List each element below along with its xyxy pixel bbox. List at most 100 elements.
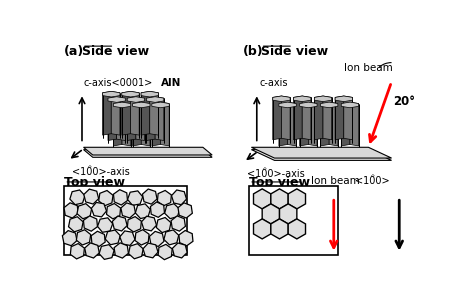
Polygon shape (341, 102, 350, 146)
Polygon shape (99, 190, 113, 206)
Polygon shape (122, 91, 139, 97)
Polygon shape (271, 219, 288, 239)
Text: 20°: 20° (393, 94, 415, 108)
Polygon shape (273, 96, 290, 102)
Polygon shape (91, 231, 105, 247)
Polygon shape (288, 189, 306, 209)
Text: <10̐0>-axis: <10̐0>-axis (247, 169, 304, 179)
Polygon shape (335, 96, 344, 140)
Text: c-axis: c-axis (259, 78, 288, 88)
Polygon shape (300, 102, 309, 146)
Polygon shape (149, 231, 164, 247)
Polygon shape (279, 102, 296, 108)
Polygon shape (164, 230, 179, 245)
Polygon shape (161, 102, 169, 146)
Polygon shape (111, 91, 120, 135)
Polygon shape (302, 96, 311, 140)
Polygon shape (314, 96, 323, 140)
Polygon shape (83, 150, 212, 157)
Polygon shape (64, 203, 78, 218)
Polygon shape (335, 96, 353, 102)
Polygon shape (108, 97, 117, 140)
Polygon shape (152, 102, 169, 108)
Polygon shape (341, 102, 359, 108)
Polygon shape (98, 218, 113, 232)
Polygon shape (135, 204, 150, 219)
Polygon shape (128, 191, 143, 205)
Polygon shape (300, 102, 317, 108)
Polygon shape (288, 219, 306, 239)
Polygon shape (105, 230, 120, 245)
Text: Ion beam: Ion beam (310, 176, 359, 186)
Polygon shape (279, 102, 288, 146)
Polygon shape (102, 91, 111, 135)
Polygon shape (122, 91, 130, 135)
Polygon shape (70, 244, 84, 259)
Polygon shape (178, 203, 192, 218)
Polygon shape (262, 204, 280, 224)
Polygon shape (273, 96, 282, 140)
Polygon shape (320, 102, 338, 108)
Polygon shape (128, 244, 143, 259)
Polygon shape (130, 91, 139, 135)
Polygon shape (83, 216, 98, 231)
Text: <10̐0>: <10̐0> (355, 176, 389, 186)
Polygon shape (76, 230, 91, 245)
Polygon shape (251, 150, 392, 160)
Polygon shape (155, 97, 164, 140)
Polygon shape (128, 217, 141, 232)
Polygon shape (179, 230, 193, 246)
Polygon shape (121, 203, 136, 218)
Polygon shape (173, 243, 187, 258)
Polygon shape (127, 97, 145, 102)
Polygon shape (344, 96, 353, 140)
Polygon shape (136, 97, 145, 140)
Polygon shape (280, 204, 297, 224)
Text: <10̐0>-axis: <10̐0>-axis (72, 167, 130, 176)
Text: (a): (a) (64, 45, 84, 58)
Text: Side view: Side view (261, 45, 328, 58)
Text: (b): (b) (243, 45, 264, 58)
Bar (64, 186, 188, 255)
Polygon shape (69, 217, 83, 232)
Polygon shape (271, 189, 288, 209)
Text: Side view: Side view (82, 45, 149, 58)
Polygon shape (164, 204, 180, 219)
Polygon shape (150, 91, 158, 135)
Polygon shape (146, 97, 155, 140)
Polygon shape (288, 102, 296, 146)
Polygon shape (114, 243, 128, 258)
Polygon shape (141, 216, 156, 231)
Polygon shape (113, 102, 122, 146)
Polygon shape (122, 102, 131, 146)
Polygon shape (152, 102, 161, 146)
Polygon shape (146, 97, 164, 102)
Polygon shape (113, 102, 131, 108)
Polygon shape (112, 216, 127, 231)
Polygon shape (251, 147, 392, 158)
Polygon shape (91, 203, 107, 217)
Polygon shape (254, 219, 271, 239)
Text: Top view: Top view (64, 176, 125, 189)
Polygon shape (254, 189, 271, 209)
Polygon shape (141, 91, 158, 97)
Polygon shape (156, 217, 171, 233)
Polygon shape (141, 91, 150, 135)
Polygon shape (329, 102, 338, 146)
Polygon shape (107, 203, 120, 219)
Polygon shape (108, 97, 125, 102)
Polygon shape (70, 190, 85, 205)
Text: Top view: Top view (249, 176, 310, 189)
Polygon shape (102, 91, 120, 97)
Polygon shape (158, 244, 172, 260)
Polygon shape (293, 96, 311, 102)
Polygon shape (157, 190, 172, 206)
Polygon shape (83, 147, 212, 155)
Polygon shape (77, 204, 91, 219)
Text: Ion beam: Ion beam (344, 63, 392, 72)
Polygon shape (85, 243, 100, 258)
Polygon shape (141, 102, 150, 146)
Polygon shape (172, 190, 187, 205)
Polygon shape (150, 202, 164, 217)
Polygon shape (63, 230, 77, 246)
